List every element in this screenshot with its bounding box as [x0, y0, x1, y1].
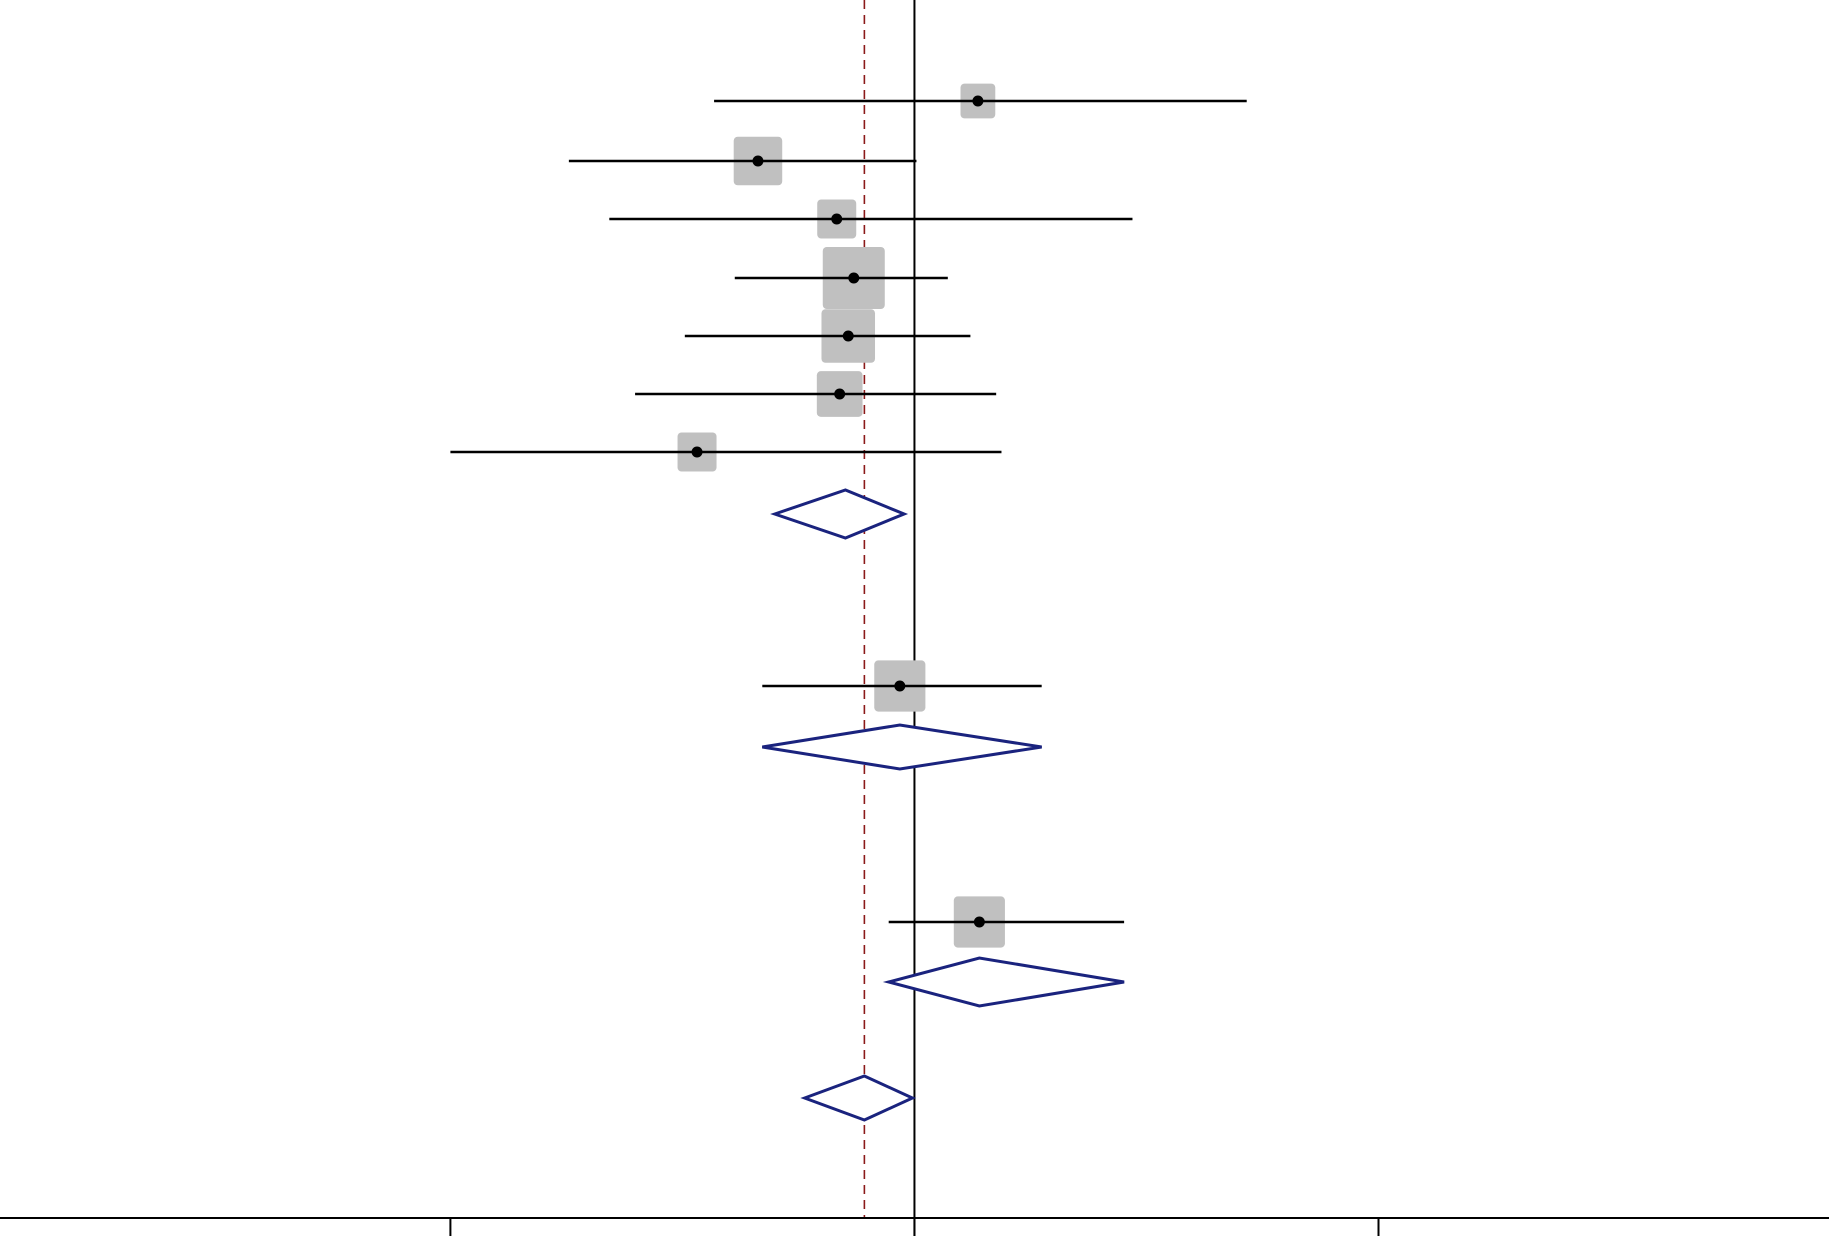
- pooled-diamond-2: [762, 723, 1042, 771]
- study-point-9: [973, 916, 985, 928]
- study-point-8: [894, 680, 906, 692]
- study-point-2: [752, 155, 764, 167]
- study-point-7: [691, 446, 703, 458]
- study-point-3: [831, 213, 843, 225]
- pooled-diamond-4: [800, 1074, 917, 1122]
- pooled-diamond-1: [770, 488, 909, 540]
- study-point-5: [842, 330, 854, 342]
- study-point-4: [848, 272, 860, 284]
- study-point-6: [834, 388, 846, 400]
- pooled-diamond-3: [882, 956, 1125, 1008]
- study-point-1: [972, 95, 984, 107]
